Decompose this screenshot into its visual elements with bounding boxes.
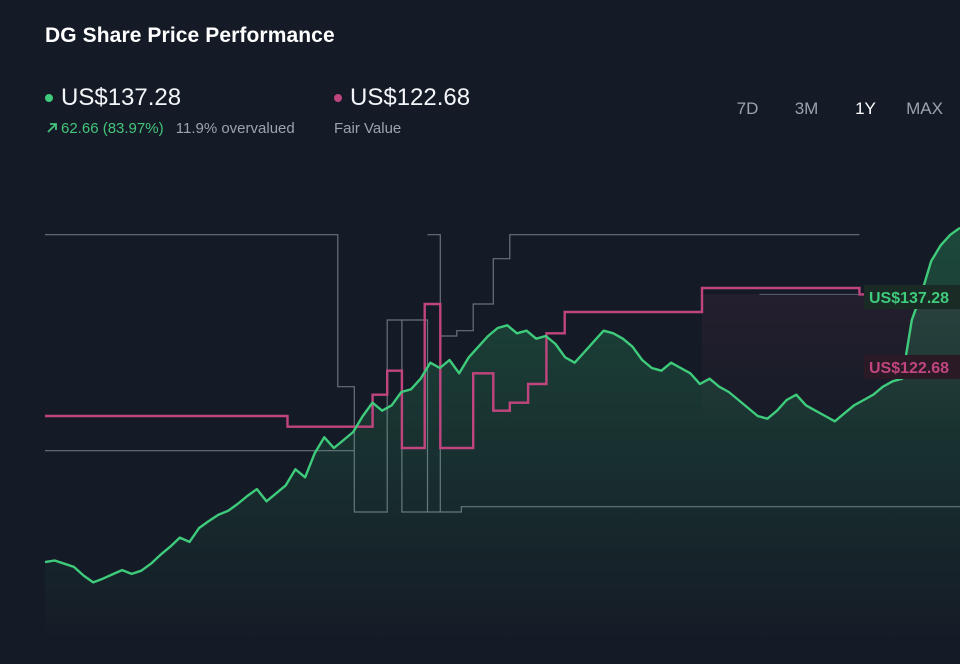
tab-max[interactable]: MAX — [906, 99, 943, 118]
valuation-band-outline — [45, 234, 355, 459]
fair-value-label: Fair Value — [334, 120, 402, 137]
chart-title: DG Share Price Performance — [45, 24, 335, 47]
arrow-up-right-icon — [47, 123, 57, 133]
fair-value-legend: US$122.68 Fair Value — [334, 84, 470, 137]
valuation-band-outline — [440, 234, 860, 337]
fair-value-line — [45, 286, 960, 450]
share-price-line — [44, 226, 960, 584]
price-change: 62.66 (83.97%) — [45, 120, 168, 137]
price-change-value: 62.66 (83.97%) — [61, 120, 164, 137]
timeframe-tabs: 7D 3M 1Y MAX — [718, 99, 954, 119]
fair-value-end-label: US$122.68 — [864, 355, 960, 379]
price-area-fill — [45, 227, 960, 641]
price-legend-value: US$137.28 — [61, 84, 182, 111]
fair-value-legend-dot — [334, 94, 342, 102]
price-legend-dot — [45, 94, 53, 102]
tab-7d[interactable]: 7D — [736, 99, 759, 118]
fair-value-end-label-text: US$122.68 — [869, 360, 949, 377]
price-legend: US$137.28 62.66 (83.97%) 11.9% overvalue… — [45, 84, 295, 137]
price-end-label: US$137.28 — [864, 285, 960, 309]
tab-1y[interactable]: 1Y — [855, 99, 876, 118]
fair-value-legend-value: US$122.68 — [350, 84, 471, 111]
tab-3m[interactable]: 3M — [794, 99, 819, 118]
price-end-label-text: US$137.28 — [869, 290, 949, 307]
valuation-status: 11.9% overvalued — [175, 120, 295, 137]
